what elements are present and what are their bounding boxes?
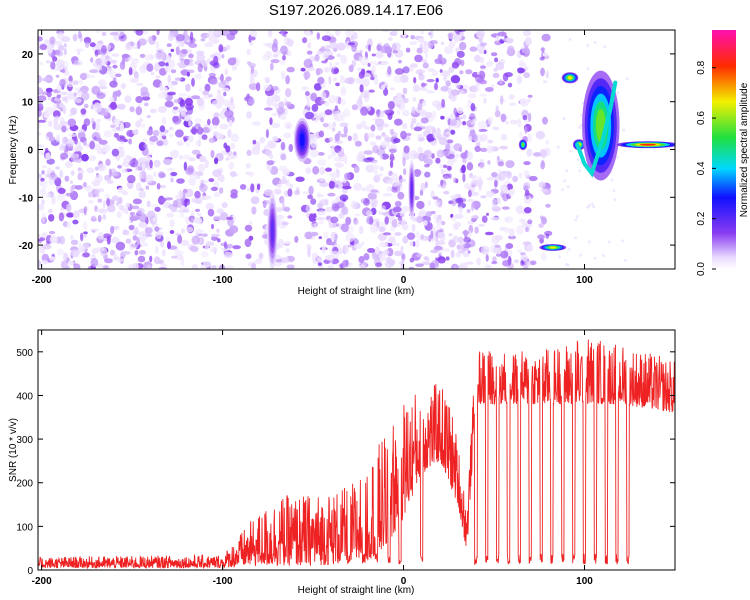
y-tick-label: -10 <box>19 193 34 204</box>
y-tick-label: 0 <box>27 146 33 157</box>
y-tick-label: 10 <box>22 98 34 109</box>
snr-x-label: Height of straight line (km) <box>298 585 415 596</box>
spectral-feature-4 <box>518 139 528 151</box>
snr-y-label: SNR (10 * v/v) <box>8 418 19 482</box>
x-tick-label: 0 <box>401 576 407 587</box>
spectrogram-noise <box>38 30 629 269</box>
x-tick-label: 0 <box>401 275 407 286</box>
x-tick-label: -100 <box>213 275 233 286</box>
colorbar-tick-label: 0.2 <box>696 211 707 225</box>
y-tick-label: 20 <box>22 50 34 61</box>
snr-plot-area <box>38 339 675 570</box>
spectral-feature-2 <box>267 192 278 269</box>
colorbar-tick-label: 0.6 <box>696 111 707 125</box>
colorbar-tick-label: 0.8 <box>696 60 707 74</box>
y-tick-label: 100 <box>16 522 33 533</box>
chart-title: S197.2026.089.14.17.E06 <box>269 2 443 19</box>
spectral-feature-6 <box>561 72 579 84</box>
y-tick-label: 400 <box>16 391 33 402</box>
y-tick-label: 300 <box>16 435 33 446</box>
spectrogram-x-label: Height of straight line (km) <box>298 286 415 297</box>
x-tick-label: 100 <box>576 576 593 587</box>
spectrogram-area <box>38 30 675 269</box>
x-tick-label: -100 <box>213 576 233 587</box>
x-tick-label: 100 <box>576 275 593 286</box>
spectral-feature-3 <box>408 159 416 221</box>
x-tick-label: -200 <box>32 576 52 587</box>
chirp-track <box>575 80 618 178</box>
y-tick-label: 200 <box>16 479 33 490</box>
spectral-feature-9 <box>616 141 675 149</box>
colorbar-tick-label: 0.0 <box>696 262 707 276</box>
spectral-feature-5 <box>539 244 567 251</box>
y-tick-label: 500 <box>16 348 33 359</box>
spectrogram-y-label: Frequency (Hz) <box>8 116 19 185</box>
y-tick-label: 0 <box>27 566 33 577</box>
colorbar-label: Normalized spectral amplitude <box>739 82 750 217</box>
spectral-feature-1 <box>293 117 311 162</box>
snr-axes: -200 -100 0 100 0 100 200 300 400 500 <box>16 330 675 587</box>
colorbar-tick-label: 0.4 <box>696 161 707 175</box>
snr-series-line <box>38 339 675 570</box>
y-tick-label: -20 <box>19 241 34 252</box>
spectral-feature-8 <box>582 70 620 181</box>
colorbar <box>712 30 736 269</box>
colorbar-ticks: 0.0 0.2 0.4 0.6 0.8 <box>696 60 716 276</box>
x-tick-label: -200 <box>32 275 52 286</box>
snr-frame <box>37 329 676 571</box>
